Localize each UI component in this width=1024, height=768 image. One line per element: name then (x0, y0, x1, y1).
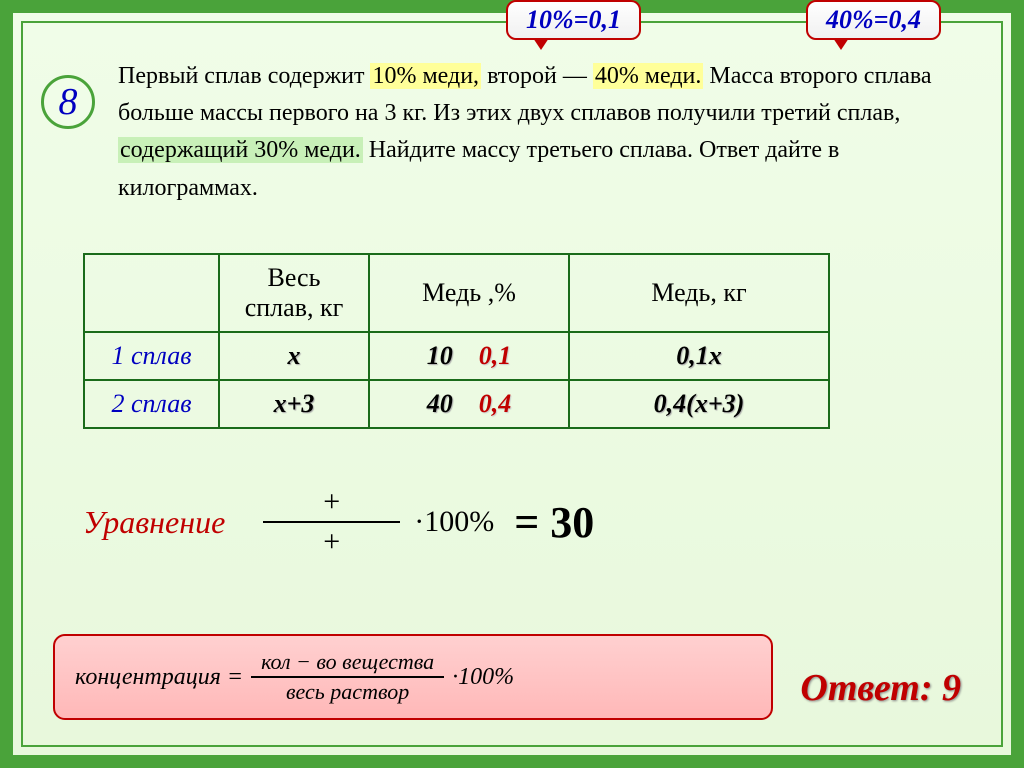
table-row: 1 сплав х 10 0,1 0,1х (84, 332, 829, 380)
formula-den: весь раствор (276, 678, 419, 706)
value: 0,1х (676, 341, 722, 370)
row-label: 2 сплав (84, 380, 219, 428)
callout-10pct: 10%=0,1 (506, 0, 641, 40)
equation-label: Уравнение (83, 504, 225, 541)
header-mass: Весь сплав, кг (219, 254, 369, 332)
header-pct: Медь ,% (369, 254, 569, 332)
answer: Ответ: 9 (800, 666, 961, 710)
highlight-3: содержащий 30% меди. (118, 137, 363, 163)
value: 0,4(х+3) (654, 389, 745, 418)
cell-kg: 0,4(х+3) (569, 380, 829, 428)
highlight-1: 10% меди, (370, 63, 481, 89)
formula-box: концентрация = кол − во вещества весь ра… (53, 634, 773, 720)
cell-pct: 10 0,1 (369, 332, 569, 380)
pct-black: 10 (427, 341, 453, 370)
formula-num: кол − во вещества (251, 648, 444, 676)
formula-fraction: кол − во вещества весь раствор (251, 648, 444, 706)
cell-mass: х (219, 332, 369, 380)
header-kg: Медь, кг (569, 254, 829, 332)
pct-black: 40 (427, 389, 453, 418)
cell-kg: 0,1х (569, 332, 829, 380)
slide-frame: 10%=0,1 40%=0,4 8 Первый сплав содержит … (10, 10, 1014, 758)
header-blank (84, 254, 219, 332)
table-row: 2 сплав х+3 40 0,4 0,4(х+3) (84, 380, 829, 428)
numerator: + (263, 483, 400, 521)
highlight-2: 40% меди. (593, 63, 704, 89)
value: х+3 (274, 389, 315, 418)
pct-red: 0,4 (479, 389, 512, 418)
table-header-row: Весь сплав, кг Медь ,% Медь, кг (84, 254, 829, 332)
callout-40pct: 40%=0,4 (806, 0, 941, 40)
cell-mass: х+3 (219, 380, 369, 428)
cell-pct: 40 0,4 (369, 380, 569, 428)
fraction: + + (263, 483, 400, 561)
inner-frame: 10%=0,1 40%=0,4 8 Первый сплав содержит … (21, 21, 1003, 747)
row-label: 1 сплав (84, 332, 219, 380)
problem-number: 8 (41, 75, 95, 129)
text: Первый сплав содержит (118, 63, 370, 89)
formula-lhs: концентрация = (75, 664, 243, 691)
equation-block: Уравнение + + ·100% = 30 (83, 483, 594, 561)
text: второй — (481, 63, 593, 89)
equals-30: = 30 (514, 497, 594, 548)
denominator: + (263, 523, 400, 561)
formula-mult: ·100% (452, 664, 514, 691)
mult-100: ·100% (414, 505, 494, 539)
value: х (288, 341, 301, 370)
data-table: Весь сплав, кг Медь ,% Медь, кг 1 сплав … (83, 253, 830, 429)
problem-text: Первый сплав содержит 10% меди, второй —… (118, 58, 978, 207)
pct-red: 0,1 (479, 341, 512, 370)
